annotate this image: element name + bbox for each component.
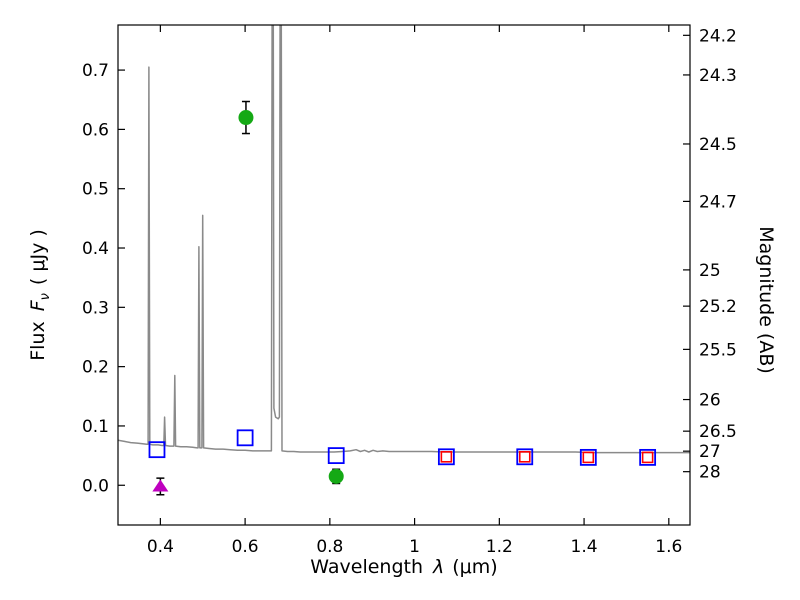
x-tick-label: 1 (409, 537, 420, 557)
flux-tick-label: 0.7 (82, 61, 109, 81)
magnitude-label-text: Magnitude (AB) (755, 226, 777, 374)
magnitude-tick-label: 26.5 (699, 422, 737, 442)
narrowband-photometry-squares (440, 450, 654, 464)
flux-unit: ( μJy ) (27, 229, 50, 286)
tick-labels: 0.4 0.6 0.8 1 1.2 1.4 1.6 0.0 0.1 0.2 0.3 0.4 0.5 0.6… (82, 26, 737, 557)
x-axis-label: Wavelength λ (μm) (118, 556, 690, 578)
y-axis-label-magnitude: Magnitude (AB) (755, 226, 777, 374)
axes-frame (117, 24, 691, 526)
flux-subscript: ν (37, 293, 53, 301)
model-spectrum-line (118, 25, 690, 454)
flux-symbol: F (27, 300, 50, 312)
magnitude-tick-label: 24.2 (699, 26, 737, 46)
magnitude-tick-label: 25.5 (699, 340, 737, 360)
x-tick-label: 1.2 (486, 537, 513, 557)
upper-limit-marker (152, 477, 169, 496)
x-tick-label: 0.8 (316, 537, 343, 557)
x-axis-unit: (μm) (452, 556, 498, 578)
flux-tick-label: 0.3 (82, 298, 109, 318)
magnitude-tick-label: 25 (699, 261, 721, 281)
x-tick-label: 0.6 (232, 537, 259, 557)
x-axis-symbol: λ (433, 556, 445, 578)
y-axis-label-flux: Flux Fν ( μJy ) (27, 229, 53, 361)
flux-tick-label: 0.2 (82, 358, 109, 378)
magnitude-tick-label: 24.7 (699, 192, 737, 212)
magnitude-tick-label: 26 (699, 391, 721, 411)
flux-tick-label: 0.4 (82, 239, 109, 259)
flux-tick-label: 0.5 (82, 180, 109, 200)
magnitude-tick-label: 28 (699, 463, 721, 483)
x-tick-label: 1.6 (655, 537, 682, 557)
magnitude-tick-label: 25.2 (699, 297, 737, 317)
magnitude-tick-label: 24.5 (699, 135, 737, 155)
magnitude-tick-label: 27 (699, 442, 721, 462)
model-photometry-squares (148, 429, 657, 466)
magnitude-tick-label: 24.3 (699, 66, 737, 86)
flux-label-text: Flux (27, 321, 50, 361)
flux-tick-label: 0.0 (82, 476, 109, 496)
flux-tick-label: 0.1 (82, 417, 109, 437)
x-axis-label-text: Wavelength (310, 556, 424, 578)
flux-tick-label: 0.6 (82, 120, 109, 140)
x-tick-label: 0.4 (147, 537, 174, 557)
x-tick-label: 1.4 (571, 537, 598, 557)
observed-photometry-points (238, 100, 344, 485)
tick-marks (118, 25, 690, 525)
